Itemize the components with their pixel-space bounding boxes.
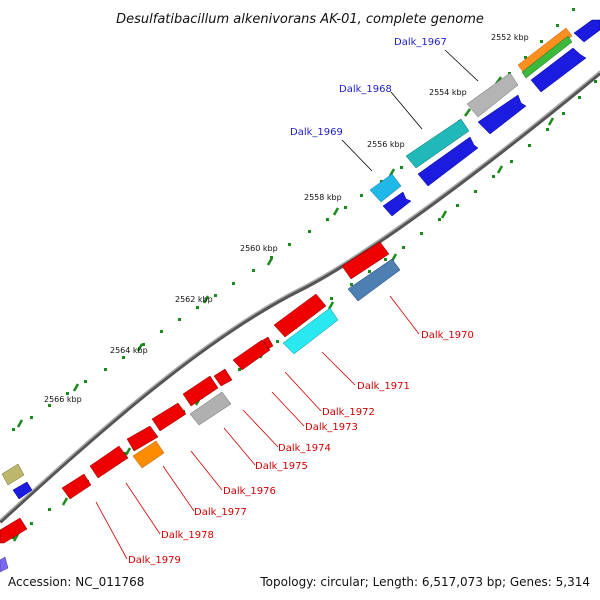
gene-arrow[interactable] xyxy=(273,293,327,338)
gene-arrow[interactable] xyxy=(521,35,573,79)
gene-label-dalk-1975[interactable]: Dalk_1975 xyxy=(255,461,308,472)
gene-label-dalk-1972[interactable]: Dalk_1972 xyxy=(322,407,375,418)
tick-label: 2556 kbp xyxy=(367,140,405,149)
gene-arrow[interactable] xyxy=(282,307,339,355)
reverse-gene-track xyxy=(0,241,401,573)
gene-arrow[interactable] xyxy=(417,136,479,187)
gene-arrow[interactable] xyxy=(232,339,271,371)
outer-dotted-track xyxy=(12,8,575,431)
genome-backbone xyxy=(0,71,600,524)
accession-text: Accession: NC_011768 xyxy=(8,575,144,589)
gene-arrow[interactable] xyxy=(189,391,232,426)
tick-label: 2560 kbp xyxy=(240,244,278,253)
gene-arrow[interactable] xyxy=(530,47,587,93)
gene-label-dalk-1978[interactable]: Dalk_1978 xyxy=(161,530,214,541)
gene-label-dalk-1971[interactable]: Dalk_1971 xyxy=(357,381,410,392)
forward-gene-track xyxy=(369,19,600,217)
gene-label-dalk-1973[interactable]: Dalk_1973 xyxy=(305,422,358,433)
gene-label-dalk-1976[interactable]: Dalk_1976 xyxy=(223,486,276,497)
gene-label-dalk-1970[interactable]: Dalk_1970 xyxy=(421,330,474,341)
gene-arrow[interactable] xyxy=(369,173,402,203)
gene-arrow[interactable] xyxy=(213,368,233,387)
gene-label-dalk-1967[interactable]: Dalk_1967 xyxy=(394,37,447,48)
gene-label-dalk-1977[interactable]: Dalk_1977 xyxy=(194,507,247,518)
gene-arrow[interactable] xyxy=(466,72,519,118)
tick-label: 2566 kbp xyxy=(44,395,82,404)
gene-arrow[interactable] xyxy=(1,463,25,486)
tick-label: 2554 kbp xyxy=(429,88,467,97)
genome-summary-text: Topology: circular; Length: 6,517,073 bp… xyxy=(259,575,590,589)
gene-arrow[interactable] xyxy=(151,402,187,432)
reverse-leaders xyxy=(95,295,420,560)
tick-label: 2564 kbp xyxy=(110,346,148,355)
map-title: Desulfatibacillum alkenivorans AK-01, co… xyxy=(116,12,484,27)
gene-arrow[interactable] xyxy=(341,241,390,280)
tick-label: 2552 kbp xyxy=(491,33,529,42)
gene-arrow[interactable] xyxy=(262,336,274,350)
gene-label-dalk-1968[interactable]: Dalk_1968 xyxy=(339,84,392,95)
gene-arrow[interactable] xyxy=(12,481,33,500)
gene-arrow[interactable] xyxy=(405,118,470,169)
backbone-highlight xyxy=(0,70,600,521)
tick-label: 2562 kbp xyxy=(175,295,213,304)
gene-arrow[interactable] xyxy=(0,517,28,544)
gene-arrow[interactable] xyxy=(132,440,165,469)
gene-arrow[interactable] xyxy=(573,19,600,43)
gene-label-dalk-1974[interactable]: Dalk_1974 xyxy=(278,443,331,454)
gene-arrow[interactable] xyxy=(382,191,412,217)
gene-arrow[interactable] xyxy=(126,425,159,452)
forward-leaders xyxy=(341,49,479,172)
tick-label: 2558 kbp xyxy=(304,193,342,202)
gene-arrow[interactable] xyxy=(477,94,527,135)
gene-arrow[interactable] xyxy=(61,473,92,500)
gene-arrow[interactable] xyxy=(89,445,129,479)
gene-label-dalk-1969[interactable]: Dalk_1969 xyxy=(290,127,343,138)
gene-arrow[interactable] xyxy=(517,27,573,74)
gene-arrow[interactable] xyxy=(0,556,9,573)
gene-arrow[interactable] xyxy=(182,375,219,407)
gene-label-dalk-1979[interactable]: Dalk_1979 xyxy=(128,555,181,566)
gene-arrow[interactable] xyxy=(347,258,401,302)
